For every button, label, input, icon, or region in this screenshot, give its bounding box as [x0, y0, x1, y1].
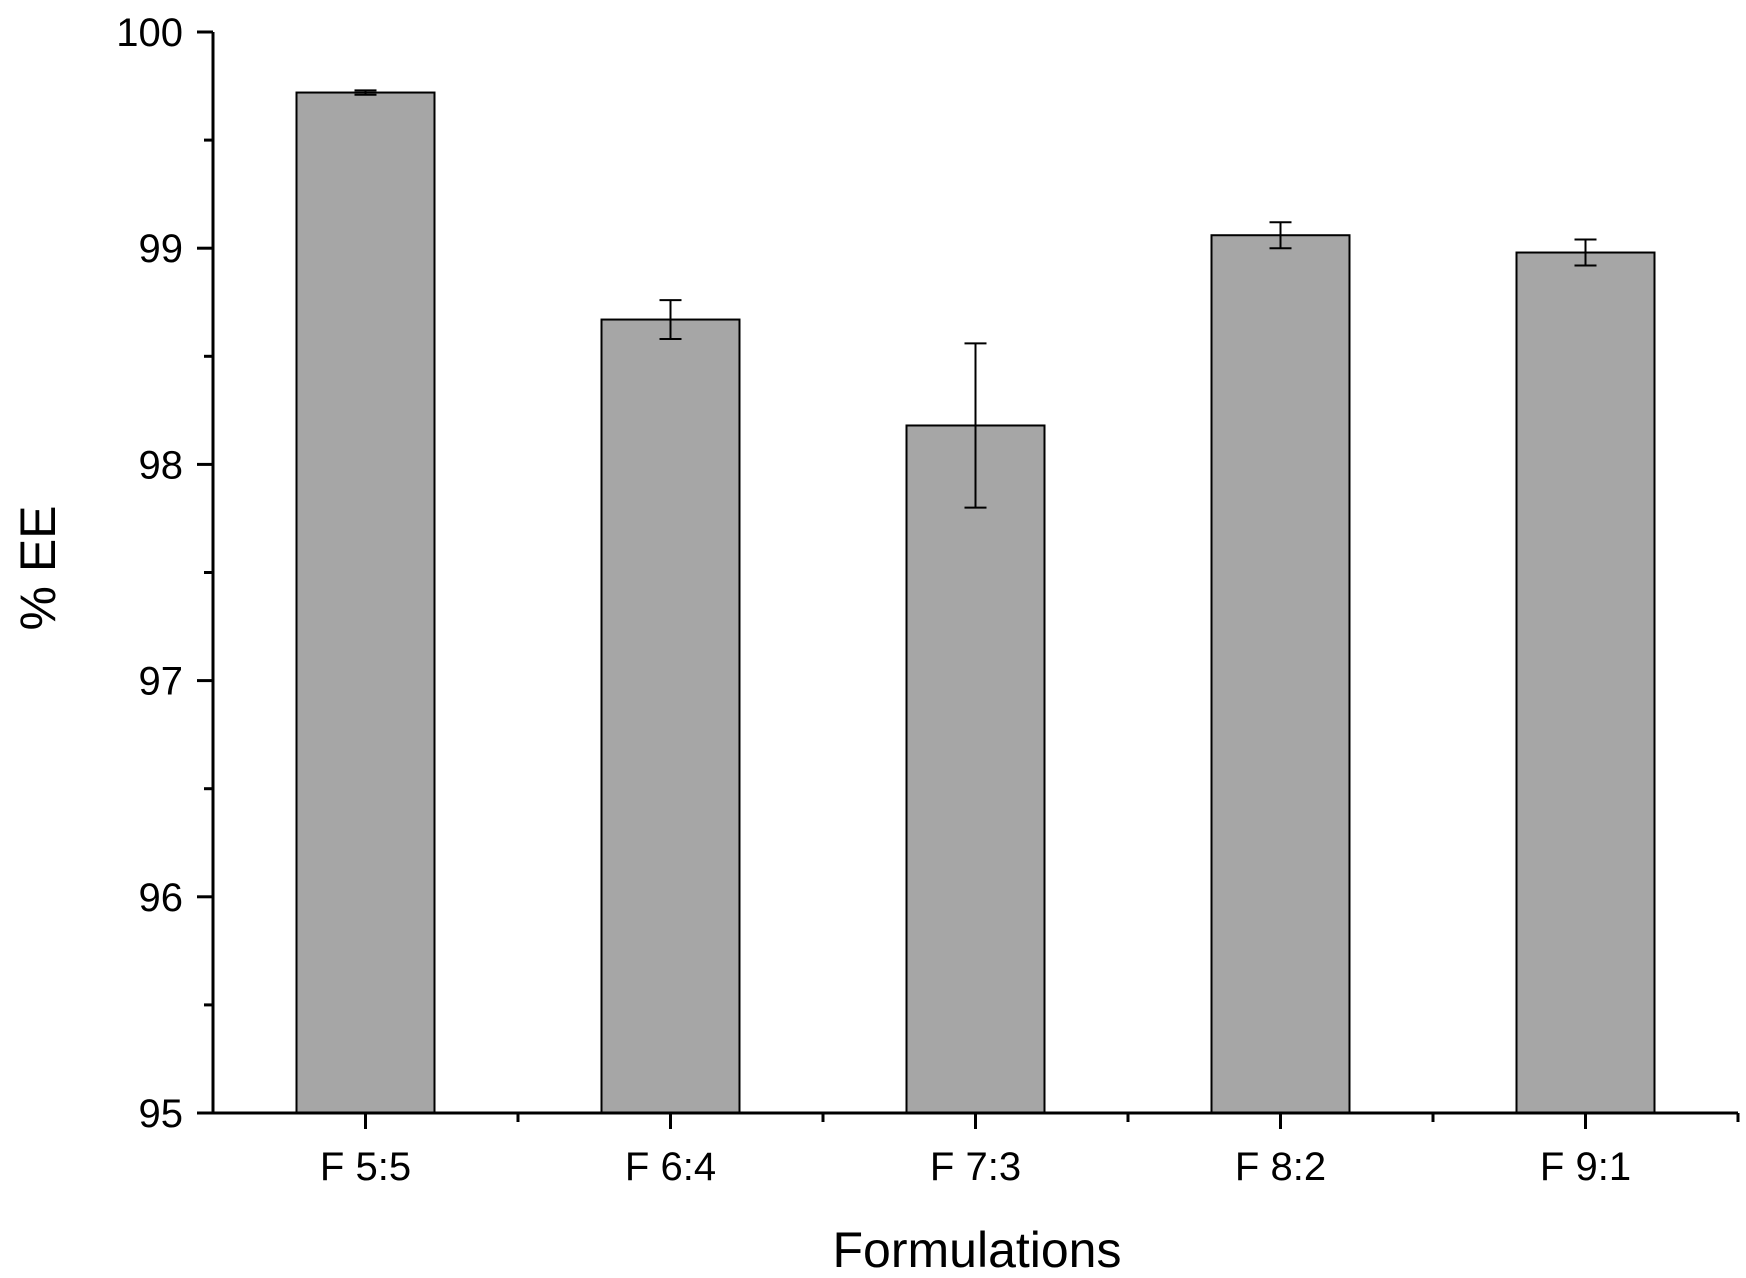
bar	[600, 318, 741, 1114]
x-tick-label: F 8:2	[1235, 1145, 1326, 1189]
bars-group	[295, 91, 1656, 1115]
x-tick-label: F 9:1	[1540, 1145, 1631, 1189]
y-tick-label: 99	[139, 227, 184, 271]
bar	[905, 424, 1046, 1114]
x-tick-label: F 7:3	[930, 1145, 1021, 1189]
y-tick-label: 96	[139, 876, 184, 920]
x-tick-label: F 6:4	[625, 1145, 716, 1189]
y-tick-label: 100	[116, 11, 183, 55]
x-axis-title: Formulations	[833, 1222, 1122, 1278]
bar	[295, 91, 436, 1114]
y-tick-label: 98	[139, 443, 184, 487]
y-tick-label: 95	[139, 1092, 184, 1136]
error-bars-group	[354, 89, 1597, 509]
y-axis: 95 96 97 98 99 100	[116, 11, 215, 1136]
y-axis-title: % EE	[10, 505, 66, 630]
y-tick-label: 97	[139, 660, 184, 704]
bar	[1210, 234, 1351, 1114]
x-axis: F 5:5 F 6:4 F 7:3 F 8:2 F 9:1	[213, 1111, 1740, 1189]
x-tick-label: F 5:5	[320, 1145, 411, 1189]
bar	[1515, 251, 1656, 1115]
